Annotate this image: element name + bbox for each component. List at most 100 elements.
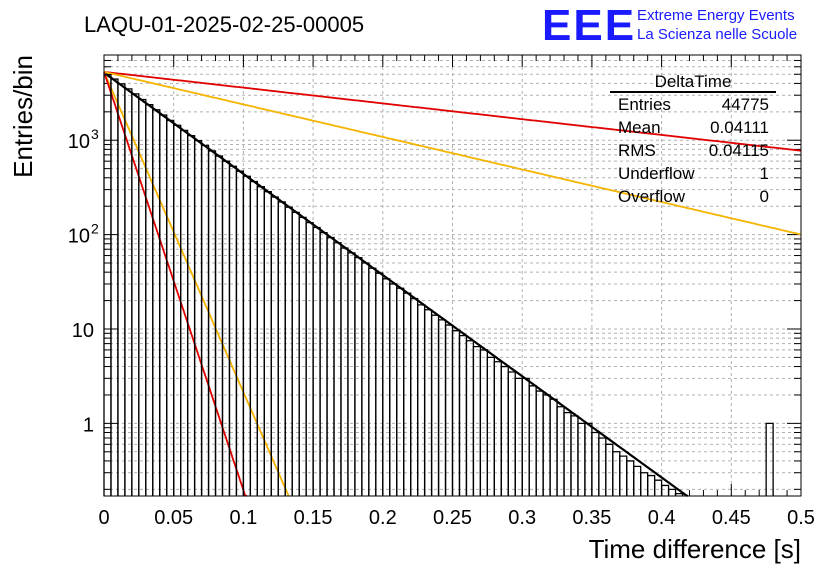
y-axis-label: Entries/bin (8, 55, 38, 178)
histogram-bin (444, 324, 454, 496)
histogram-bin (305, 221, 314, 496)
histogram-bin (228, 165, 238, 496)
histogram-bin (256, 186, 265, 496)
stats-label: Underflow (618, 164, 695, 183)
histogram-bin (354, 257, 363, 496)
y-tick-label: 10 (68, 226, 90, 248)
curve-reference-slow-yellow (103, 71, 802, 236)
x-tick-label: 0.15 (294, 507, 333, 529)
histogram-bin (563, 411, 572, 496)
histogram-bin (660, 484, 670, 496)
x-tick-label: 0.1 (229, 507, 257, 529)
histogram-bin (591, 431, 600, 496)
histogram-bin (368, 267, 377, 496)
chart-title: LAQU-01-2025-02-25-00005 (84, 12, 364, 37)
histogram-bin (528, 385, 537, 496)
histogram-bin (110, 78, 119, 496)
plot-frame (103, 54, 802, 497)
x-tick-label: 0.45 (712, 507, 751, 529)
histogram-bin (458, 335, 468, 496)
histogram-bin (312, 226, 321, 496)
x-tick-label: 0.5 (787, 507, 815, 529)
x-tick-label: 0.05 (154, 507, 193, 529)
histogram-bin (270, 196, 279, 496)
histogram-bin (430, 314, 440, 496)
x-tick-label: 0.35 (572, 507, 611, 529)
histogram-bin (507, 371, 516, 496)
histogram-bin (542, 394, 551, 496)
stats-value: 0 (760, 187, 769, 206)
x-tick-label: 0.3 (508, 507, 536, 529)
curve-reference-slow-red (103, 71, 802, 152)
histogram-bin (375, 272, 384, 496)
histogram-bin (549, 398, 558, 496)
histogram-bin (159, 114, 168, 496)
histogram-bin (200, 144, 210, 496)
stats-label: RMS (618, 141, 656, 160)
histogram-bin (396, 287, 405, 496)
histogram-bin (472, 345, 482, 496)
y-tick-label: 10 (68, 131, 90, 153)
stats-value: 44775 (722, 95, 769, 114)
stats-title: DeltaTime (655, 72, 732, 91)
histogram-bin (291, 211, 300, 496)
histogram-bin (667, 488, 677, 496)
x-tick-label: 0.2 (369, 507, 397, 529)
histogram-bin (619, 455, 628, 496)
logo-mark: EEE (542, 1, 636, 50)
stats-label: Mean (618, 118, 661, 137)
histogram-bin (640, 472, 649, 496)
x-tick-label: 0.25 (433, 507, 472, 529)
histogram-bin (521, 377, 530, 496)
y-tick-label-exponent: 2 (91, 221, 99, 237)
y-tick-label: 10 (72, 320, 94, 342)
logo-line-1: Extreme Energy Events (637, 7, 795, 24)
histogram-bin (340, 247, 349, 496)
stats-label: Overflow (618, 187, 686, 206)
stats-box: DeltaTime Entries 44775 Mean 0.04111 RMS 0.04… (610, 72, 776, 206)
x-axis-label: Time difference [s] (589, 534, 801, 564)
histogram-bin (298, 216, 307, 496)
histogram-bin (584, 422, 593, 496)
stats-rows: Entries 44775 Mean 0.04111 RMS 0.04115 Underfl… (618, 95, 769, 206)
x-tick-label: 0.4 (648, 507, 676, 529)
histogram-bin (647, 474, 656, 496)
histogram-bin (765, 422, 774, 496)
stats-value: 0.04115 (709, 141, 769, 160)
histogram-bin (514, 377, 523, 496)
histogram-bin (117, 83, 126, 496)
logo-line-2: La Scienza nelle Scuole (637, 26, 797, 43)
histogram-bin (493, 361, 502, 496)
histogram-bin (451, 330, 461, 496)
histogram-bin (535, 390, 544, 496)
histogram-bin (674, 493, 684, 496)
histogram-bin (131, 93, 140, 496)
histogram-bin (214, 155, 224, 496)
histogram (103, 74, 774, 496)
stats-value: 0.04111 (710, 118, 769, 137)
x-tick-labels: 0 0.05 0.1 0.15 0.2 0.25 0.3 0.35 0.4 0.45 0.5 (98, 507, 814, 529)
histogram-bin (193, 139, 203, 496)
axis-ticks (103, 54, 802, 496)
histogram-bin (333, 242, 342, 496)
histogram-bin (500, 365, 509, 496)
histogram-bin (598, 437, 607, 496)
histogram-bin (166, 119, 175, 496)
histogram-bin (626, 460, 635, 496)
histogram-bin (249, 180, 258, 496)
x-tick-label: 0 (98, 507, 109, 529)
histogram-bin (389, 283, 398, 496)
histogram-bin (653, 479, 663, 496)
histogram-bin (284, 206, 293, 496)
stats-label: Entries (618, 95, 671, 114)
histogram-bin (577, 422, 586, 496)
histogram-bin (633, 465, 642, 496)
eee-logo: EEE Extreme Energy Events La Scienza nel… (542, 1, 797, 50)
stats-value: 1 (760, 164, 769, 183)
histogram-bin (173, 124, 182, 496)
histogram-bin (242, 175, 252, 496)
histogram-bin (437, 319, 447, 496)
histogram-bin (382, 278, 391, 496)
